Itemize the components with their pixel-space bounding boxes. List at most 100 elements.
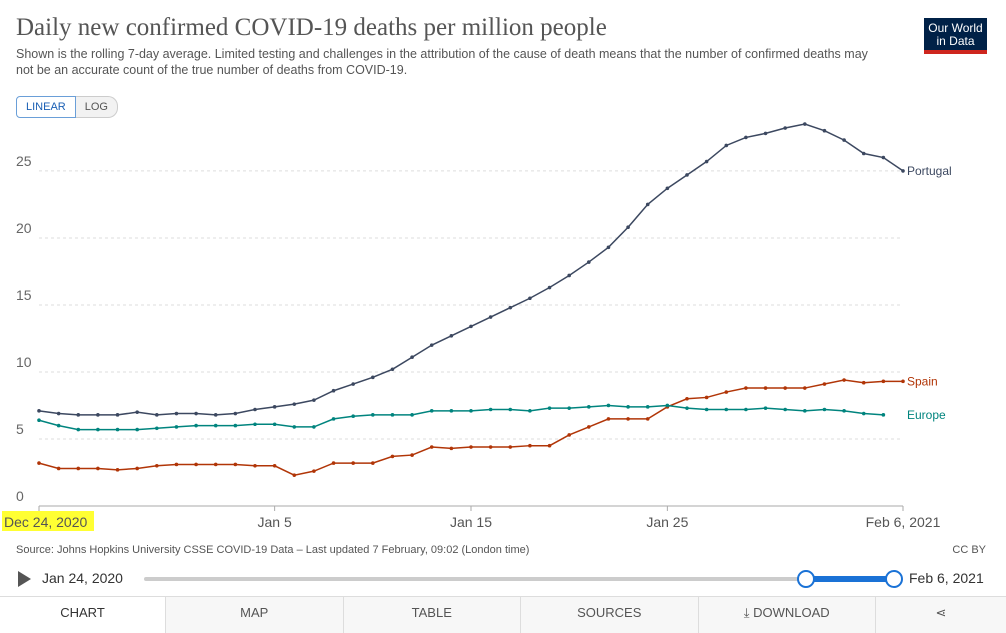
data-point-europe: [410, 413, 414, 417]
data-point-spain: [96, 466, 100, 471]
data-point-europe: [861, 411, 866, 416]
data-point-spain: [449, 446, 454, 451]
data-point-europe: [312, 425, 316, 429]
data-point-europe: [704, 407, 709, 412]
data-point-spain: [645, 417, 650, 421]
series-label-portugal: Portugal: [907, 164, 952, 178]
tab-map[interactable]: Map: [165, 597, 343, 633]
data-point-spain: [803, 386, 807, 390]
data-point-europe: [351, 414, 355, 419]
play-icon[interactable]: [18, 571, 31, 587]
data-point-europe: [213, 423, 218, 428]
data-point-spain: [429, 445, 434, 449]
data-point-spain: [194, 462, 198, 467]
data-point-europe: [429, 409, 434, 413]
data-point-europe: [567, 406, 571, 410]
tab-table[interactable]: Table: [342, 597, 521, 633]
data-point-portugal: [842, 138, 846, 142]
data-point-spain: [292, 473, 297, 477]
data-point-spain: [724, 390, 729, 394]
data-point-europe: [194, 423, 198, 428]
data-point-portugal: [901, 169, 905, 173]
data-point-portugal: [56, 411, 61, 416]
data-point-portugal: [508, 305, 513, 310]
chart-subtitle: Shown is the rolling 7-day average. Limi…: [16, 47, 868, 77]
owid-logo[interactable]: Our World in Data: [924, 18, 987, 54]
data-point-portugal: [763, 131, 768, 136]
share-icon[interactable]: ⋖: [875, 597, 1006, 633]
timeline-track[interactable]: [144, 577, 894, 581]
data-point-europe: [292, 425, 297, 429]
data-point-portugal: [194, 411, 198, 416]
data-point-portugal: [155, 413, 159, 417]
data-point-spain: [56, 466, 61, 471]
line-chart: 0 5 10 15 20 25 Dec 24, 2020 Jan 5 Jan 15 Jan 25 F…: [2, 122, 952, 531]
data-point-portugal: [76, 413, 81, 417]
data-point-portugal: [803, 122, 807, 126]
data-point-europe: [37, 418, 41, 423]
data-point-europe: [449, 409, 454, 413]
log-scale-button[interactable]: LOG: [75, 96, 118, 118]
data-point-portugal: [213, 413, 218, 417]
x-tick-label: Jan 5: [258, 514, 292, 530]
data-point-spain: [508, 445, 513, 449]
linear-scale-button[interactable]: LINEAR: [16, 96, 76, 118]
data-point-spain: [331, 461, 336, 465]
data-point-spain: [253, 463, 257, 468]
data-point-europe: [76, 427, 81, 432]
timeline-start-handle[interactable]: [796, 570, 815, 588]
data-point-europe: [371, 413, 375, 417]
x-tick-label: Feb 6, 2021: [866, 514, 941, 530]
chart-title: Daily new confirmed COVID-19 deaths per …: [16, 14, 607, 41]
timeline-end-handle[interactable]: [885, 570, 903, 588]
data-point-europe: [469, 409, 473, 413]
data-point-spain: [174, 462, 179, 467]
data-point-europe: [665, 403, 670, 408]
data-point-spain: [547, 443, 552, 448]
x-tick-label: Jan 25: [646, 514, 688, 530]
license-link[interactable]: CC BY: [952, 544, 986, 556]
timeline: Jan 24, 2020 Feb 6, 2021: [16, 568, 996, 590]
logo-line-2: in Data: [936, 34, 975, 48]
data-point-portugal: [724, 143, 729, 148]
timeline-start-label: Jan 24, 2020: [42, 570, 123, 586]
data-point-portugal: [96, 413, 100, 417]
data-point-portugal: [253, 407, 257, 412]
data-point-spain: [881, 379, 886, 384]
data-point-spain: [371, 461, 375, 465]
data-point-spain: [213, 462, 218, 467]
data-point-europe: [233, 423, 238, 428]
logo-line-1: Our World: [928, 21, 983, 35]
data-point-spain: [155, 463, 159, 468]
data-point-spain: [488, 445, 493, 449]
data-point-portugal: [587, 260, 591, 264]
data-point-portugal: [488, 315, 493, 319]
tab-download[interactable]: ⤓ Download: [697, 597, 876, 633]
data-point-portugal: [351, 382, 355, 386]
data-point-europe: [724, 407, 729, 412]
x-tick-label: Dec 24, 2020: [4, 514, 87, 530]
data-point-spain: [410, 453, 414, 457]
data-point-europe: [96, 427, 100, 432]
data-point-europe: [587, 405, 591, 409]
data-point-europe: [803, 409, 807, 413]
data-point-europe: [822, 407, 827, 412]
data-point-portugal: [331, 388, 336, 393]
data-point-europe: [606, 403, 611, 408]
data-point-spain: [351, 461, 355, 465]
data-point-europe: [685, 406, 689, 410]
timeline-selection: [805, 576, 894, 582]
tab-chart[interactable]: Chart: [0, 597, 165, 633]
series-label-europe: Europe: [907, 408, 946, 422]
source-note[interactable]: Source: Johns Hopkins University CSSE CO…: [16, 544, 530, 556]
data-point-portugal: [822, 128, 827, 133]
data-point-spain: [37, 461, 41, 465]
data-point-spain: [901, 379, 905, 384]
series-line-portugal: [38, 123, 904, 416]
data-point-portugal: [606, 245, 611, 250]
tab-sources[interactable]: Sources: [520, 597, 698, 633]
data-point-europe: [488, 407, 493, 412]
data-point-portugal: [233, 411, 238, 416]
data-point-spain: [685, 396, 689, 401]
y-tick-label: 5: [16, 421, 24, 437]
